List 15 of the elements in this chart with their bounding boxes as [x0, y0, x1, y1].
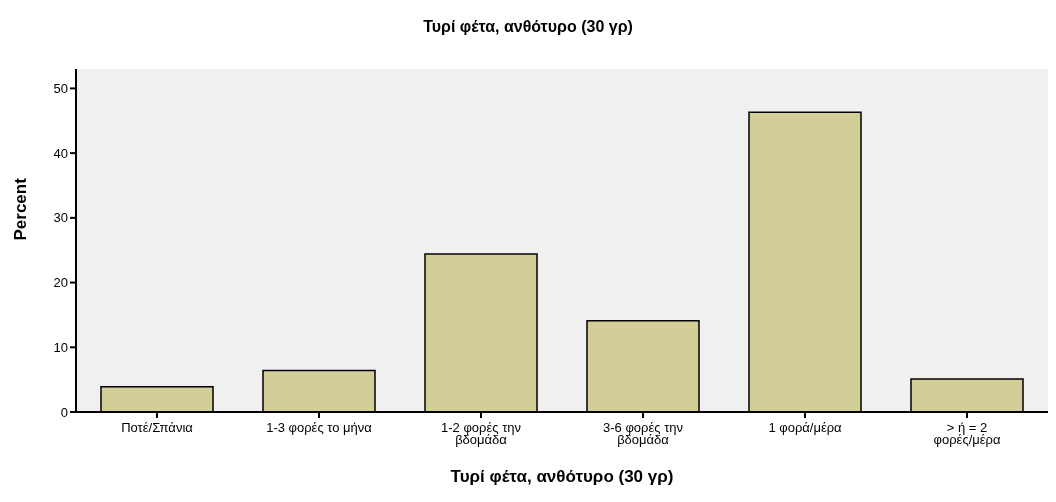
x-tick-label: 1-3 φορές το μήνα — [266, 420, 373, 435]
x-tick-label: 3-6 φορές την βδομάδα — [603, 420, 683, 447]
y-tick-label: 50 — [53, 81, 68, 97]
x-tick-label: Ποτέ/Σπάνια — [121, 420, 194, 435]
x-tick-label: 1 φορά/μέρα — [768, 420, 843, 435]
x-axis-title: Τυρί φέτα, ανθότυρο (30 γρ) — [450, 467, 674, 486]
y-tick-label: 40 — [53, 145, 68, 161]
chart-title: Τυρί φέτα, ανθότυρο (30 γρ) — [422, 18, 634, 36]
y-tick-label: 20 — [53, 275, 68, 291]
y-tick-label: 30 — [53, 210, 68, 226]
x-tick-label: > ή = 2 φορές/μέρα — [933, 420, 1001, 447]
y-tick-label: 0 — [60, 404, 68, 420]
x-tick-label: 1-2 φορές την βδομάδα — [441, 420, 521, 447]
y-tick-label: 10 — [53, 339, 68, 355]
y-axis-title: Percent — [11, 177, 31, 241]
